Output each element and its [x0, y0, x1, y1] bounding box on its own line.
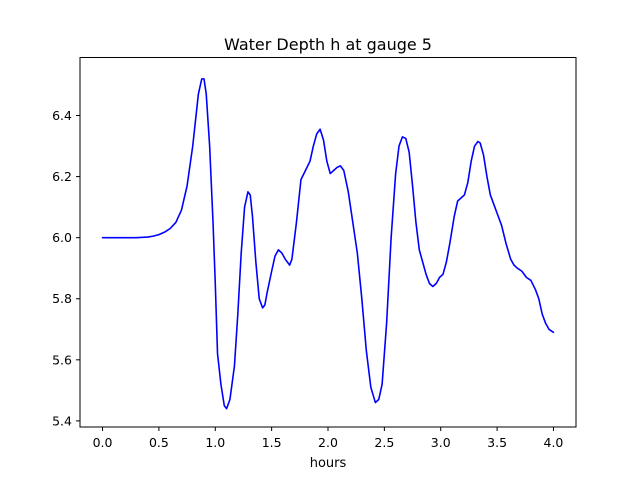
x-axis-label: hours [310, 456, 347, 471]
y-tick-label: 5.8 [52, 291, 72, 306]
x-tick-label: 1.0 [205, 435, 225, 450]
chart-title: Water Depth h at gauge 5 [224, 35, 432, 54]
x-tick-label: 0.0 [93, 435, 113, 450]
y-tick-label: 6.0 [52, 230, 72, 245]
data-layer [101, 78, 555, 410]
x-tick-label: 2.5 [374, 435, 394, 450]
x-tick-label: 3.0 [431, 435, 451, 450]
y-axis: 5.4 5.6 5.8 6.0 6.2 6.4 [52, 108, 80, 428]
series-line-h [101, 78, 555, 410]
x-tick-label: 0.5 [149, 435, 169, 450]
x-tick-label: 4.0 [544, 435, 564, 450]
y-tick-label: 5.6 [52, 352, 72, 367]
x-tick-label: 1.5 [262, 435, 282, 450]
y-tick-label: 5.4 [52, 413, 72, 428]
y-tick-label: 6.2 [52, 169, 72, 184]
y-tick-label: 6.4 [52, 108, 72, 123]
x-tick-label: 3.5 [487, 435, 507, 450]
x-axis: 0.0 0.5 1.0 1.5 2.0 2.5 3.0 3.5 4.0 [93, 427, 564, 450]
x-tick-label: 2.0 [318, 435, 338, 450]
